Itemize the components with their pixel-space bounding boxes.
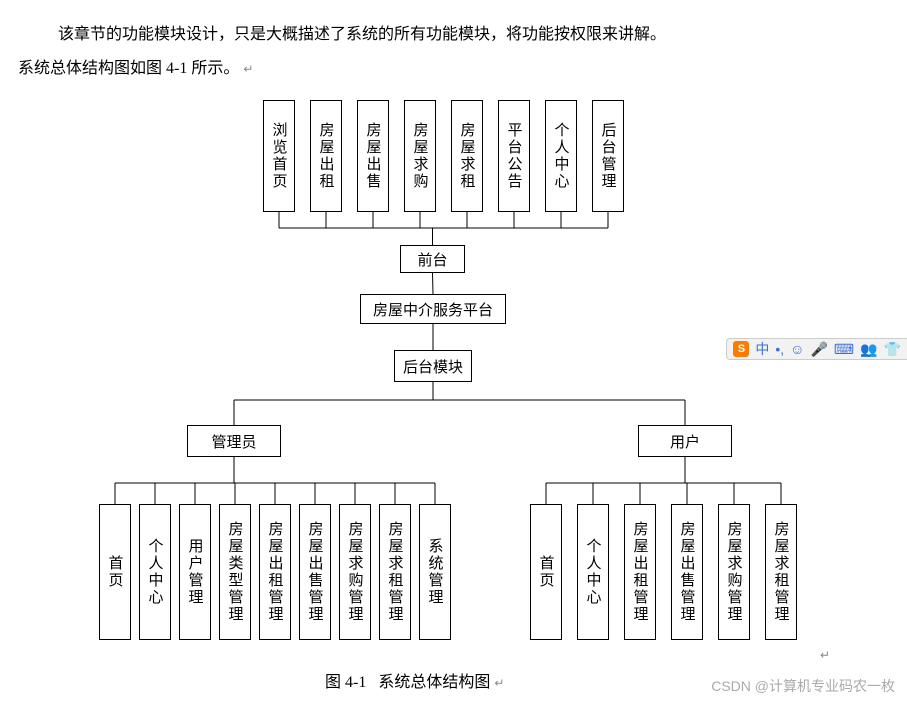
platform-box: 房屋中介服务平台 — [360, 294, 506, 324]
user-leaf-3: 房屋出售管理 — [671, 504, 703, 640]
admin-leaf-7: 房屋求租管理 — [379, 504, 411, 640]
figure-caption-text: 系统总体结构图 — [378, 674, 490, 691]
admin-box: 管理员 — [187, 425, 281, 457]
return-mark-icon: ↵ — [494, 676, 504, 690]
return-mark-icon: ↵ — [820, 648, 830, 663]
user-leaf-1: 个人中心 — [577, 504, 609, 640]
ime-keyboard-icon[interactable]: ⌨ — [834, 341, 854, 358]
top-module-7: 后台管理 — [592, 100, 624, 212]
user-leaf-4: 房屋求购管理 — [718, 504, 750, 640]
admin-leaf-4: 房屋出租管理 — [259, 504, 291, 640]
top-module-6: 个人中心 — [545, 100, 577, 212]
backend-box: 后台模块 — [394, 350, 472, 382]
admin-leaf-2: 用户管理 — [179, 504, 211, 640]
ime-punct-icon[interactable]: •, — [775, 341, 784, 357]
paragraph-1: 该章节的功能模块设计，只是大概描述了系统的所有功能模块，将功能按权限来讲解。 — [58, 22, 878, 48]
admin-leaf-1: 个人中心 — [139, 504, 171, 640]
top-module-3: 房屋求购 — [404, 100, 436, 212]
frontend-box: 前台 — [400, 245, 465, 273]
watermark-text: CSDN @计算机专业码农一枚 — [711, 676, 895, 696]
figure-caption-label: 图 4-1 — [325, 674, 366, 691]
top-module-4: 房屋求租 — [451, 100, 483, 212]
admin-leaf-5: 房屋出售管理 — [299, 504, 331, 640]
ime-lang-indicator[interactable]: 中 — [755, 339, 769, 359]
admin-leaf-6: 房屋求购管理 — [339, 504, 371, 640]
paragraph-2-text: 系统总体结构图如图 4-1 所示。 — [18, 60, 239, 77]
user-box: 用户 — [638, 425, 732, 457]
ime-users-icon[interactable]: 👥 — [860, 341, 877, 358]
admin-leaf-3: 房屋类型管理 — [219, 504, 251, 640]
ime-toolbar[interactable]: S 中 •, ☺ 🎤 ⌨ 👥 👕 — [726, 338, 907, 360]
top-module-2: 房屋出售 — [357, 100, 389, 212]
ime-emoji-icon[interactable]: ☺ — [790, 341, 804, 357]
admin-leaf-0: 首页 — [99, 504, 131, 640]
top-module-1: 房屋出租 — [310, 100, 342, 212]
return-mark-icon: ↵ — [243, 62, 253, 76]
user-leaf-2: 房屋出租管理 — [624, 504, 656, 640]
ime-voice-icon[interactable]: 🎤 — [810, 341, 827, 358]
top-module-0: 浏览首页 — [263, 100, 295, 212]
admin-leaf-8: 系统管理 — [419, 504, 451, 640]
top-module-5: 平台公告 — [498, 100, 530, 212]
sogou-logo-icon: S — [733, 341, 749, 357]
paragraph-2: 系统总体结构图如图 4-1 所示。 ↵ — [18, 56, 253, 82]
user-leaf-0: 首页 — [530, 504, 562, 640]
ime-skin-icon[interactable]: 👕 — [884, 341, 901, 358]
user-leaf-5: 房屋求租管理 — [765, 504, 797, 640]
figure-caption: 图 4-1 系统总体结构图 ↵ — [325, 668, 504, 692]
